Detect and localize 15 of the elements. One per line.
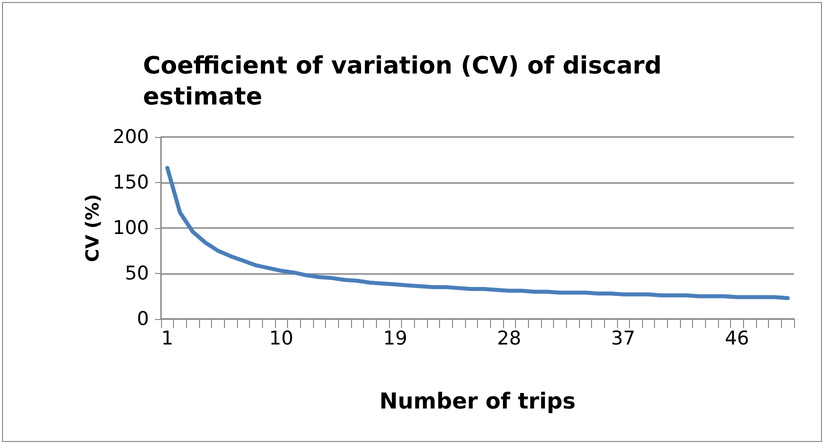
y-tick-label: 50 (124, 262, 149, 284)
x-tick-label: 10 (269, 328, 294, 350)
x-tick-label: 28 (497, 328, 522, 350)
y-tick-label: 0 (136, 308, 149, 330)
line-series (165, 166, 790, 300)
chart-title: Coefficient of variation (CV) of discard estimate (143, 52, 662, 110)
x-tick-label: 46 (724, 328, 750, 350)
x-tick-label: 1 (161, 328, 174, 350)
x-tick-label: 37 (610, 328, 636, 350)
x-axis-title: Number of trips (379, 390, 576, 414)
y-tick-label: 100 (112, 217, 149, 239)
x-tick-label: 19 (383, 328, 408, 350)
y-tick-label: 150 (112, 172, 149, 194)
y-axis-title: CV (%) (82, 194, 104, 262)
y-tick-label: 200 (112, 126, 149, 148)
